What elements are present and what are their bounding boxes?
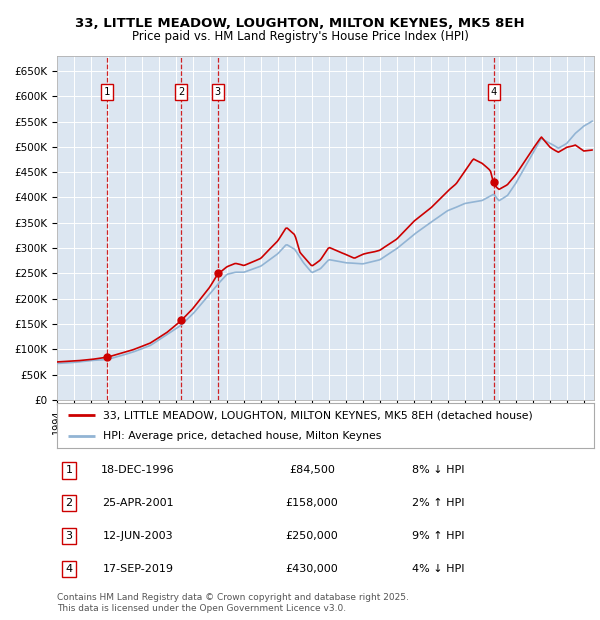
Text: £250,000: £250,000 xyxy=(286,531,338,541)
Text: £84,500: £84,500 xyxy=(289,465,335,476)
Text: 1: 1 xyxy=(104,87,110,97)
Text: 3: 3 xyxy=(214,87,221,97)
Text: £158,000: £158,000 xyxy=(286,498,338,508)
Text: 1: 1 xyxy=(65,465,73,476)
Text: 9% ↑ HPI: 9% ↑ HPI xyxy=(412,531,464,541)
Text: 4% ↓ HPI: 4% ↓ HPI xyxy=(412,564,464,574)
Text: 2: 2 xyxy=(65,498,73,508)
Text: 17-SEP-2019: 17-SEP-2019 xyxy=(103,564,173,574)
Text: 33, LITTLE MEADOW, LOUGHTON, MILTON KEYNES, MK5 8EH: 33, LITTLE MEADOW, LOUGHTON, MILTON KEYN… xyxy=(75,17,525,30)
Text: 25-APR-2001: 25-APR-2001 xyxy=(102,498,174,508)
Text: 2: 2 xyxy=(178,87,184,97)
Text: 33, LITTLE MEADOW, LOUGHTON, MILTON KEYNES, MK5 8EH (detached house): 33, LITTLE MEADOW, LOUGHTON, MILTON KEYN… xyxy=(103,410,532,420)
Text: 8% ↓ HPI: 8% ↓ HPI xyxy=(412,465,464,476)
Text: 18-DEC-1996: 18-DEC-1996 xyxy=(101,465,175,476)
Text: Contains HM Land Registry data © Crown copyright and database right 2025.
This d: Contains HM Land Registry data © Crown c… xyxy=(57,593,409,613)
Text: 4: 4 xyxy=(65,564,73,574)
Text: 3: 3 xyxy=(65,531,73,541)
Text: Price paid vs. HM Land Registry's House Price Index (HPI): Price paid vs. HM Land Registry's House … xyxy=(131,30,469,43)
Text: 2% ↑ HPI: 2% ↑ HPI xyxy=(412,498,464,508)
Text: £430,000: £430,000 xyxy=(286,564,338,574)
Text: HPI: Average price, detached house, Milton Keynes: HPI: Average price, detached house, Milt… xyxy=(103,432,381,441)
Text: 12-JUN-2003: 12-JUN-2003 xyxy=(103,531,173,541)
Text: 4: 4 xyxy=(491,87,497,97)
